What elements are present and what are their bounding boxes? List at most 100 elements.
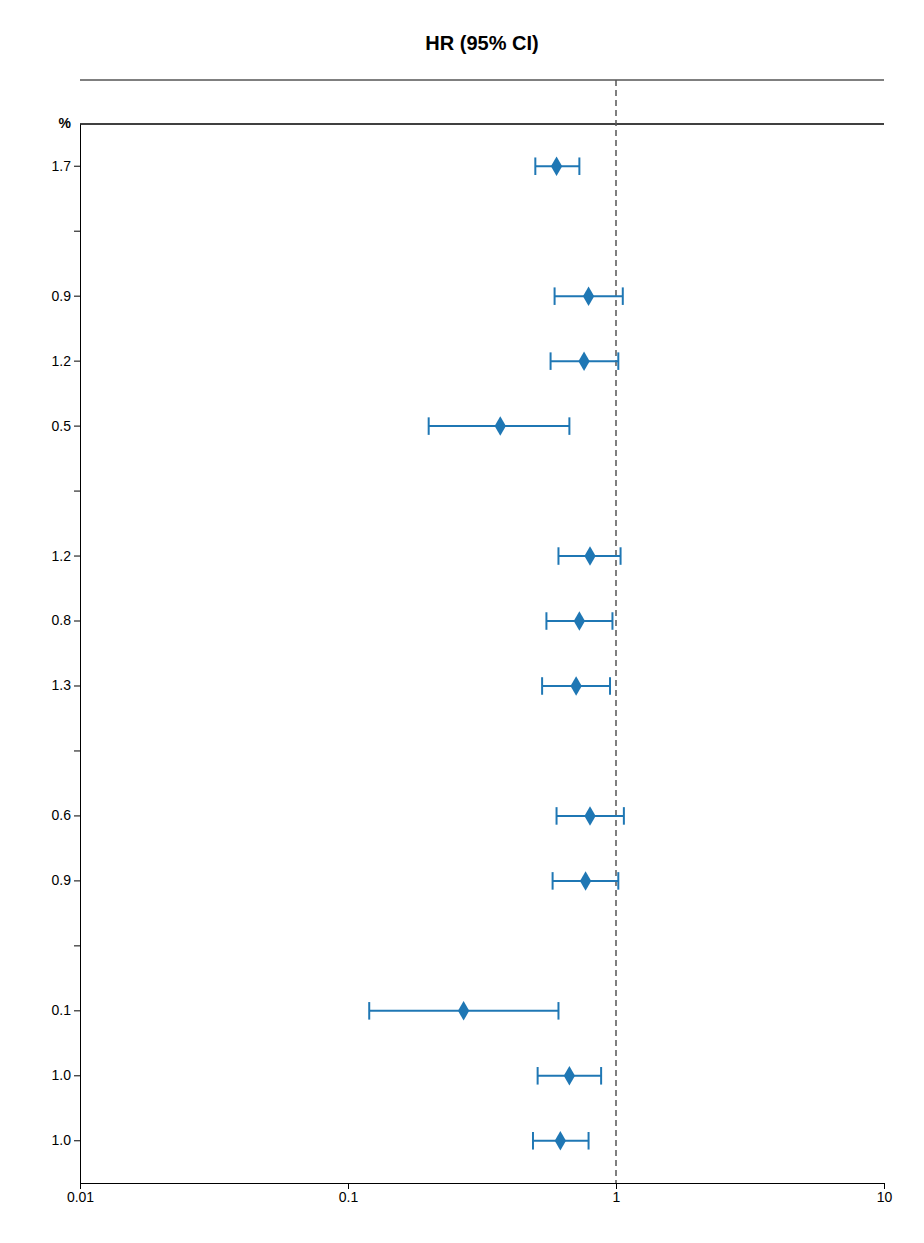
y-axis-line bbox=[80, 125, 81, 1184]
y-tick-mark bbox=[74, 231, 80, 232]
row bbox=[533, 1131, 589, 1151]
y-tick-mark bbox=[74, 166, 80, 167]
y-tick-mark bbox=[74, 1140, 80, 1141]
ci-cap-low bbox=[550, 352, 552, 370]
point bbox=[564, 1066, 575, 1086]
x-tick-label: 1 bbox=[613, 1189, 621, 1205]
x-tick: 0.01 bbox=[67, 1183, 94, 1205]
y-tick bbox=[74, 231, 80, 232]
point bbox=[578, 351, 589, 371]
title: HR (95% CI) bbox=[425, 32, 538, 54]
row bbox=[542, 676, 610, 696]
y-tick: 0.9 bbox=[52, 288, 80, 304]
chart: 0.01 0.1 1 10 1.7 0.9 1.2 0.5 1.2 0.8 1.3 0.6 0.9 0.1… bbox=[0, 0, 924, 1243]
ci-cap-high bbox=[568, 417, 570, 435]
y-tick: 0.1 bbox=[52, 1002, 80, 1018]
row bbox=[369, 1001, 558, 1021]
row bbox=[555, 286, 623, 306]
category-header: % bbox=[59, 115, 72, 131]
ci-cap-low bbox=[428, 417, 430, 435]
header: % bbox=[59, 80, 884, 131]
y-tick-mark bbox=[74, 880, 80, 881]
y-tick-mark bbox=[74, 945, 80, 946]
y-tick-label: 0.8 bbox=[52, 612, 72, 628]
y-tick-label: 0.9 bbox=[52, 288, 72, 304]
row bbox=[546, 611, 612, 631]
ci-cap-high bbox=[611, 612, 613, 630]
ci-cap-high bbox=[617, 352, 619, 370]
ci-cap-low bbox=[556, 807, 558, 825]
row bbox=[558, 546, 620, 566]
ci-cap-low bbox=[557, 547, 559, 565]
point bbox=[584, 546, 595, 566]
row bbox=[538, 1066, 601, 1086]
ci-cap-low bbox=[552, 872, 554, 890]
y-tick: 0.5 bbox=[52, 418, 80, 434]
header-separator bbox=[80, 123, 884, 125]
ci-cap-high bbox=[617, 872, 619, 890]
y-tick-mark bbox=[74, 361, 80, 362]
x-tick: 0.1 bbox=[339, 1183, 359, 1205]
y-tick-label: 1.2 bbox=[52, 353, 72, 369]
y-tick-mark bbox=[74, 621, 80, 622]
y-tick: 1.3 bbox=[52, 677, 80, 693]
ci-cap-low bbox=[541, 677, 543, 695]
y-tick: 0.6 bbox=[52, 807, 80, 823]
x-tick-label: 10 bbox=[877, 1189, 893, 1205]
y-tick bbox=[74, 491, 80, 492]
row bbox=[557, 806, 624, 826]
ci-cap-high bbox=[588, 1132, 590, 1150]
y-tick-label: 0.5 bbox=[52, 418, 72, 434]
ci-cap-high bbox=[609, 677, 611, 695]
x-tick: 10 bbox=[877, 1183, 893, 1205]
y-tick-mark bbox=[74, 750, 80, 751]
y-tick-mark bbox=[74, 1010, 80, 1011]
marks bbox=[369, 80, 624, 1183]
ci-cap-low bbox=[537, 1067, 539, 1085]
ci-cap-high bbox=[622, 287, 624, 305]
y-tick: 1.7 bbox=[52, 158, 80, 174]
x-tick-label: 0.01 bbox=[67, 1189, 94, 1205]
y-tick: 0.8 bbox=[52, 612, 80, 628]
ci-cap-low bbox=[532, 1132, 534, 1150]
y-tick-label: 0.6 bbox=[52, 807, 72, 823]
y-tick-mark bbox=[74, 426, 80, 427]
y-tick-mark bbox=[74, 685, 80, 686]
row bbox=[551, 351, 619, 371]
ci-cap-low bbox=[554, 287, 556, 305]
y-tick-label: 1.7 bbox=[52, 158, 72, 174]
ci-cap-high bbox=[578, 157, 580, 175]
point bbox=[458, 1001, 469, 1021]
y-tick: 1.0 bbox=[52, 1132, 80, 1148]
ci-cap-low bbox=[545, 612, 547, 630]
y-tick bbox=[74, 750, 80, 751]
header-top-line bbox=[80, 80, 884, 81]
ci-cap-high bbox=[600, 1067, 602, 1085]
row bbox=[535, 156, 579, 176]
y-tick-label: 0.1 bbox=[52, 1002, 72, 1018]
point bbox=[495, 416, 506, 436]
ci-cap-high bbox=[623, 807, 625, 825]
y-tick-mark bbox=[74, 491, 80, 492]
x-axis: 0.01 0.1 1 10 bbox=[67, 1183, 893, 1205]
x-tick: 1 bbox=[613, 1183, 621, 1205]
y-tick-label: 1.3 bbox=[52, 677, 72, 693]
x-axis-line bbox=[81, 1184, 885, 1190]
point bbox=[571, 676, 582, 696]
x-tick-label: 0.1 bbox=[339, 1189, 359, 1205]
point bbox=[584, 806, 595, 826]
point bbox=[583, 286, 594, 306]
row bbox=[553, 871, 619, 891]
y-tick bbox=[74, 945, 80, 946]
y-tick: 1.2 bbox=[52, 548, 80, 564]
row bbox=[429, 416, 570, 436]
y-tick-label: 1.0 bbox=[52, 1067, 72, 1083]
point bbox=[574, 611, 585, 631]
y-tick-label: 1.2 bbox=[52, 548, 72, 564]
y-tick-mark bbox=[74, 296, 80, 297]
ci-cap-low bbox=[534, 157, 536, 175]
y-tick-mark bbox=[74, 1075, 80, 1076]
y-tick-label: 0.9 bbox=[52, 872, 72, 888]
point bbox=[580, 871, 591, 891]
reference-line bbox=[615, 80, 617, 1183]
